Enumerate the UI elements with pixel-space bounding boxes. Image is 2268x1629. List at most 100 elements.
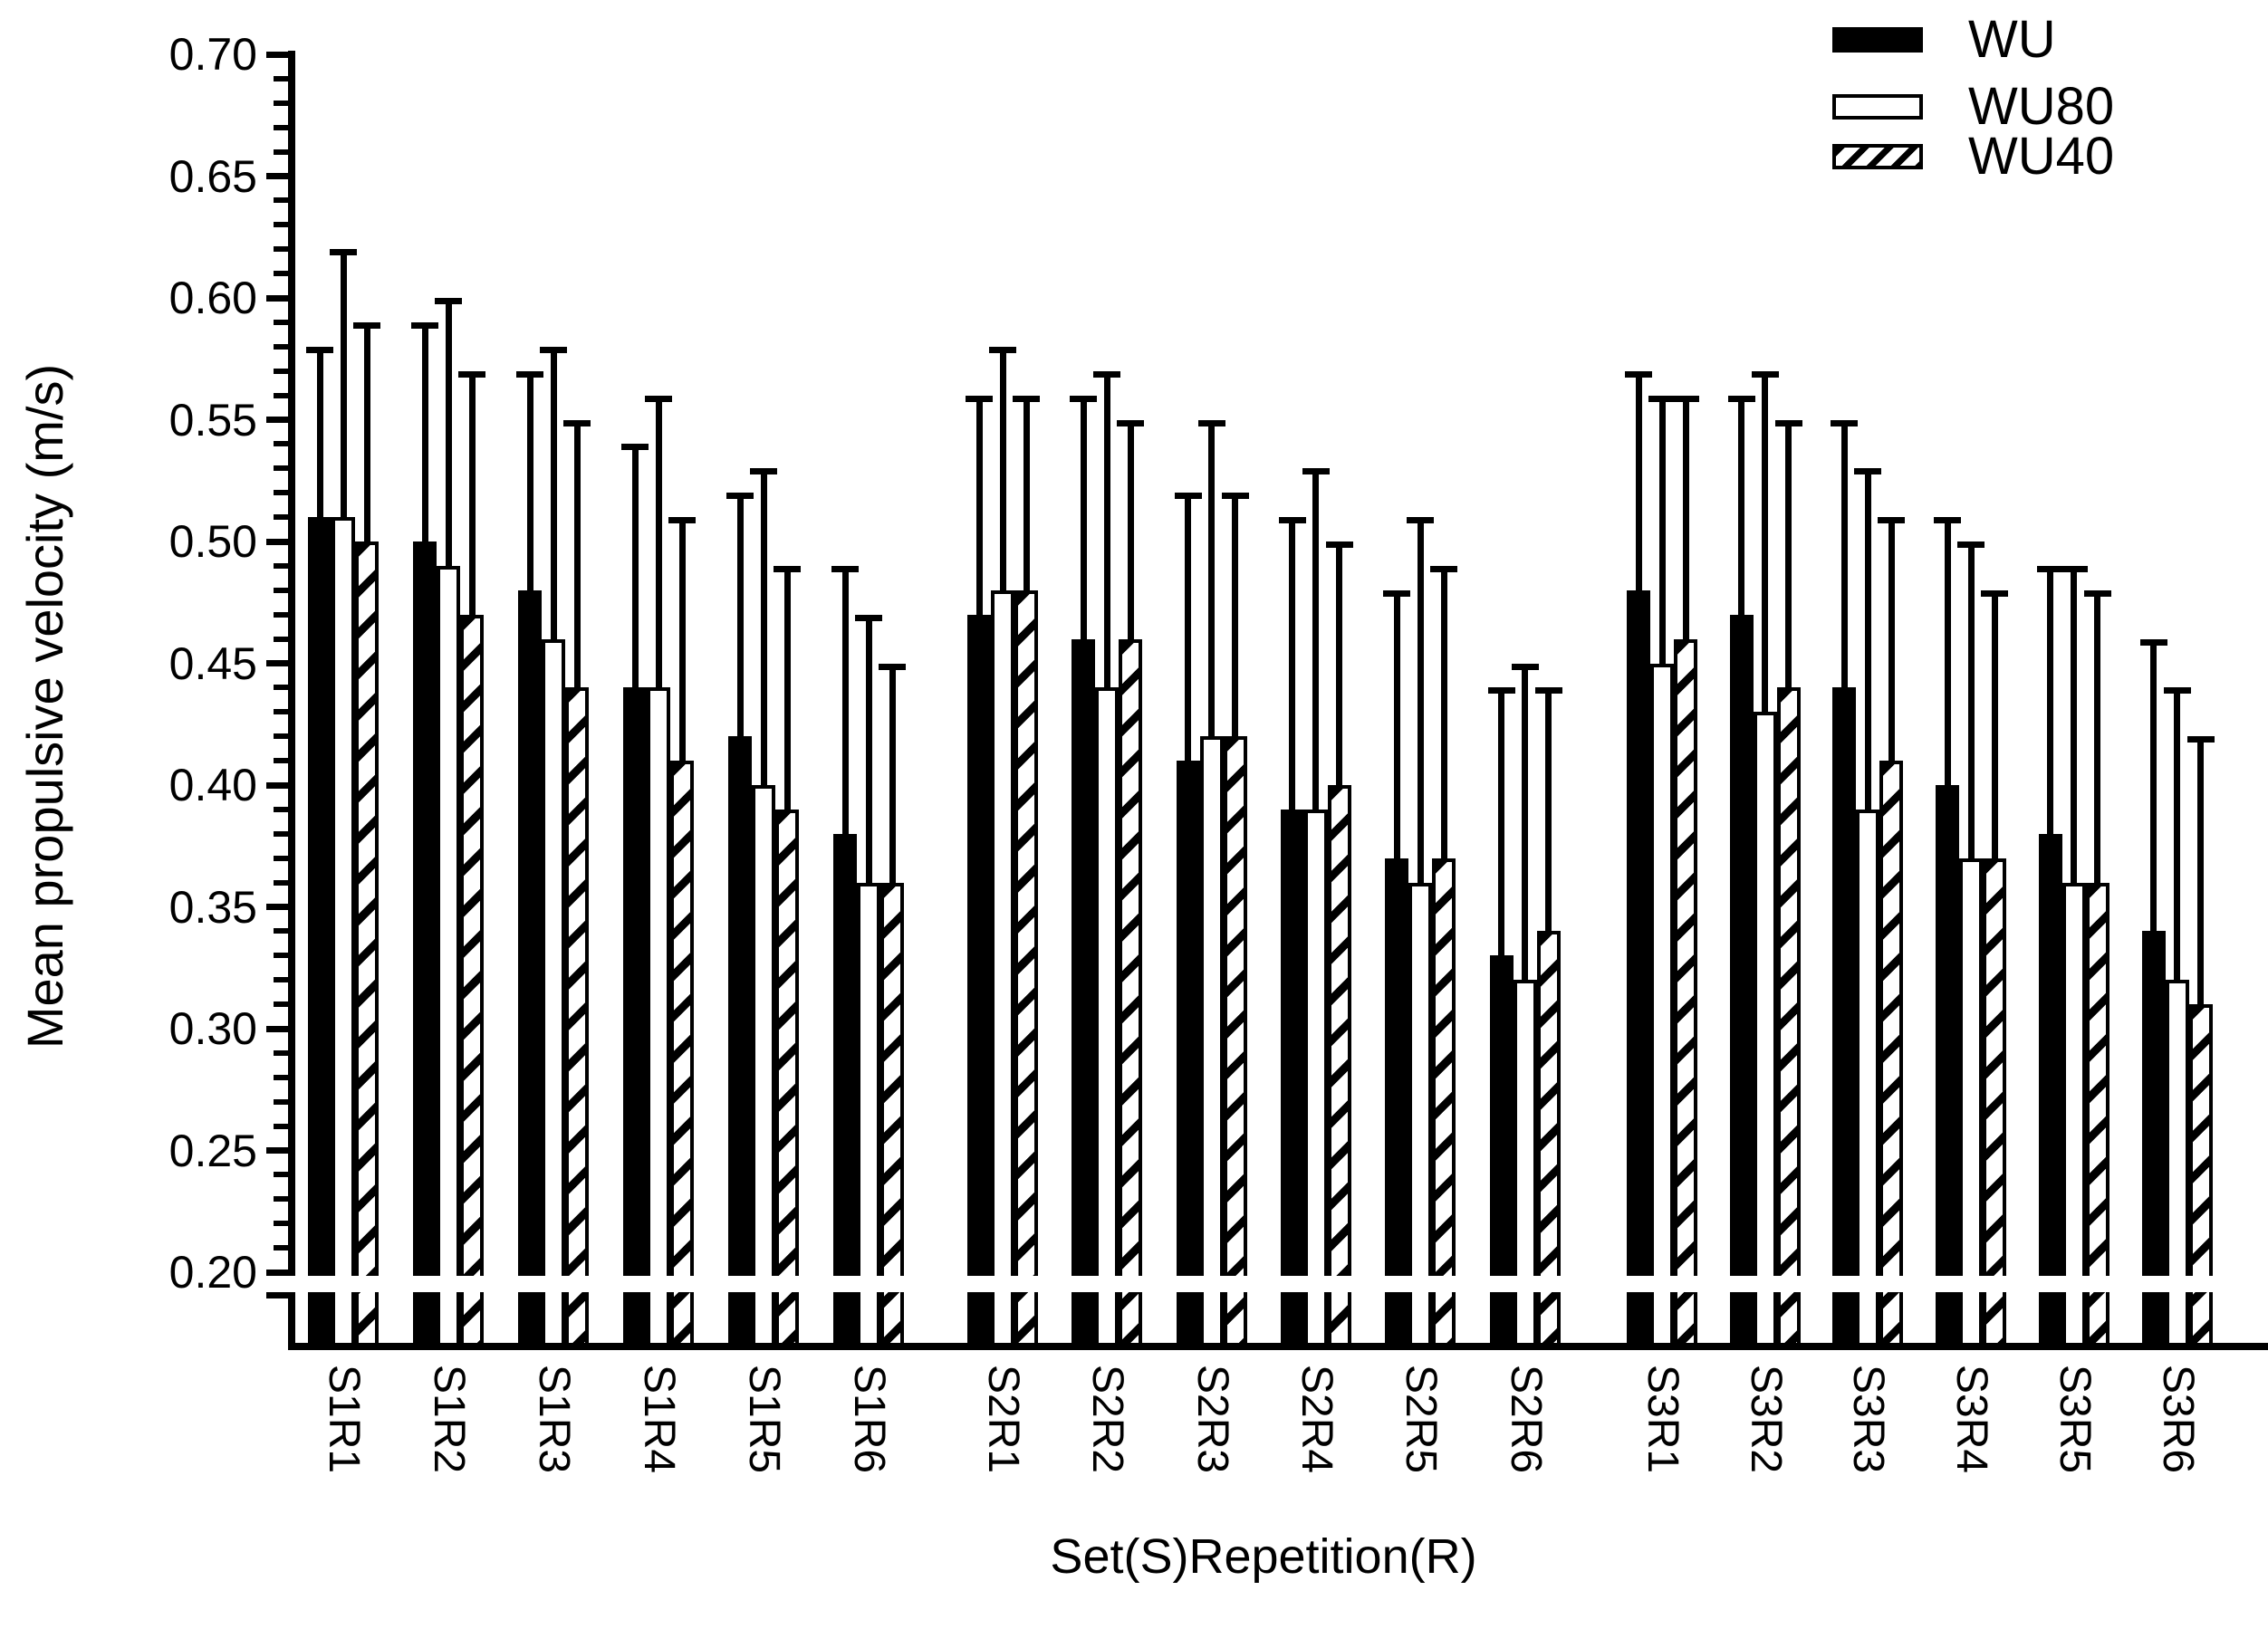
bar-WU80-S3R2 [1753, 712, 1777, 1346]
bar-WU80-S3R3 [1856, 809, 1880, 1346]
bar-WU-S1R4 [623, 687, 647, 1346]
bar-WU-S3R5 [2038, 833, 2062, 1346]
bar-WU80-S3R4 [1959, 858, 1984, 1346]
error-bar-cap [1117, 419, 1145, 426]
y-minor-tick [274, 1221, 288, 1227]
bar-WU40-S2R2 [1119, 638, 1143, 1346]
error-bar-cap [2060, 565, 2088, 572]
y-minor-tick [274, 587, 288, 593]
error-bar-line [1967, 541, 1975, 867]
axis-break-mark [266, 1292, 295, 1298]
y-tick-label: 0.25 [168, 1125, 257, 1176]
error-bar-line [1023, 395, 1030, 599]
y-tick-label: 0.55 [168, 394, 257, 446]
x-tick-label-S3R3: S3R3 [1844, 1365, 1893, 1474]
error-bar-line [550, 346, 557, 648]
y-axis-title: Mean propulsive velocity (m/s) [16, 363, 73, 1049]
error-bar-cap [1534, 687, 1562, 695]
error-bar-line [975, 395, 983, 624]
error-bar-line [865, 614, 872, 892]
error-bar-line [1289, 517, 1296, 819]
bar-WU40-S3R6 [2188, 1004, 2213, 1346]
error-bar-cap [1093, 370, 1121, 378]
y-major-tick [266, 51, 288, 58]
y-major-tick [266, 660, 288, 666]
bar-WU80-S2R3 [1199, 736, 1224, 1346]
error-bar-cap [989, 346, 1016, 353]
x-tick-label-S2R3: S2R3 [1187, 1365, 1236, 1474]
y-minor-tick [274, 246, 288, 253]
bar-WU40-S2R4 [1327, 785, 1351, 1346]
x-tick-label-S2R4: S2R4 [1292, 1365, 1341, 1474]
error-bar-cap [750, 468, 777, 475]
y-tick-label: 0.45 [168, 637, 257, 689]
error-bar-line [1944, 517, 1951, 794]
y-minor-tick [274, 222, 288, 228]
error-bar-cap [855, 614, 882, 621]
error-bar-cap [1197, 419, 1225, 426]
error-bar-line [1682, 395, 1689, 648]
y-minor-tick [274, 197, 288, 204]
error-bar-line [736, 493, 744, 746]
x-tick-label-S2R1: S2R1 [979, 1365, 1027, 1474]
error-bar-cap [1278, 517, 1306, 524]
y-tick-label: 0.60 [168, 273, 257, 323]
x-tick-label-S1R5: S1R5 [740, 1365, 788, 1474]
error-bar-cap [1727, 395, 1755, 402]
error-bar-cap [1407, 517, 1435, 524]
error-bar-cap [1487, 687, 1515, 695]
bar-WU-S2R2 [1072, 638, 1096, 1346]
bar-WU40-S3R3 [1879, 761, 1904, 1346]
error-bar-line [1785, 419, 1792, 697]
error-bar-line [2094, 589, 2101, 892]
bar-WU-S1R5 [728, 736, 752, 1346]
y-minor-tick [274, 806, 288, 812]
x-tick-label-S3R6: S3R6 [2153, 1365, 2202, 1474]
error-bar-cap [1430, 565, 1458, 572]
error-bar-cap [966, 395, 993, 402]
error-bar-cap [1878, 517, 1906, 524]
y-major-tick [266, 538, 288, 545]
error-bar-cap [1672, 395, 1699, 402]
error-bar-line [678, 517, 686, 771]
y-tick-label: 0.40 [168, 760, 257, 810]
x-axis-title: Set(S)Repetition(R) [1050, 1529, 1477, 1584]
error-bar-cap [1957, 541, 1985, 548]
error-bar-line [1738, 395, 1745, 624]
error-bar-line [999, 346, 1006, 599]
legend-swatch-WU40 [1832, 144, 1923, 169]
error-bar-cap [1648, 395, 1676, 402]
y-minor-tick [274, 1245, 288, 1251]
error-bar-line [2047, 565, 2054, 843]
error-bar-cap [645, 395, 672, 402]
error-bar-cap [1221, 493, 1249, 500]
error-bar-line [340, 249, 347, 527]
error-bar-cap [2139, 638, 2167, 646]
y-minor-tick [274, 855, 288, 861]
error-bar-cap [330, 249, 357, 256]
bar-WU40-S1R2 [460, 614, 484, 1346]
bar-WU40-S2R5 [1432, 858, 1456, 1346]
y-major-tick [266, 294, 288, 302]
bar-WU40-S3R4 [1983, 858, 2007, 1346]
x-tick-label-S1R3: S1R3 [530, 1365, 578, 1474]
y-major-tick [266, 1147, 288, 1154]
error-bar-line [1417, 517, 1424, 892]
error-bar-cap [879, 663, 906, 670]
y-minor-tick [274, 1049, 288, 1056]
error-bar-line [445, 298, 452, 575]
error-bar-line [1232, 493, 1239, 746]
bar-WU80-S3R1 [1650, 663, 1674, 1346]
y-tick-label: 0.35 [168, 881, 257, 933]
x-tick-label-S3R2: S3R2 [1741, 1365, 1790, 1474]
error-bar-line [783, 565, 791, 819]
bar-WU80-S2R2 [1095, 687, 1120, 1346]
error-bar-line [889, 663, 896, 892]
bar-WU40-S1R5 [775, 809, 799, 1346]
y-minor-tick [274, 611, 288, 618]
error-bar-cap [1070, 395, 1098, 402]
bar-WU40-S1R4 [670, 761, 694, 1346]
error-bar-line [363, 321, 370, 551]
y-minor-tick [274, 830, 288, 837]
